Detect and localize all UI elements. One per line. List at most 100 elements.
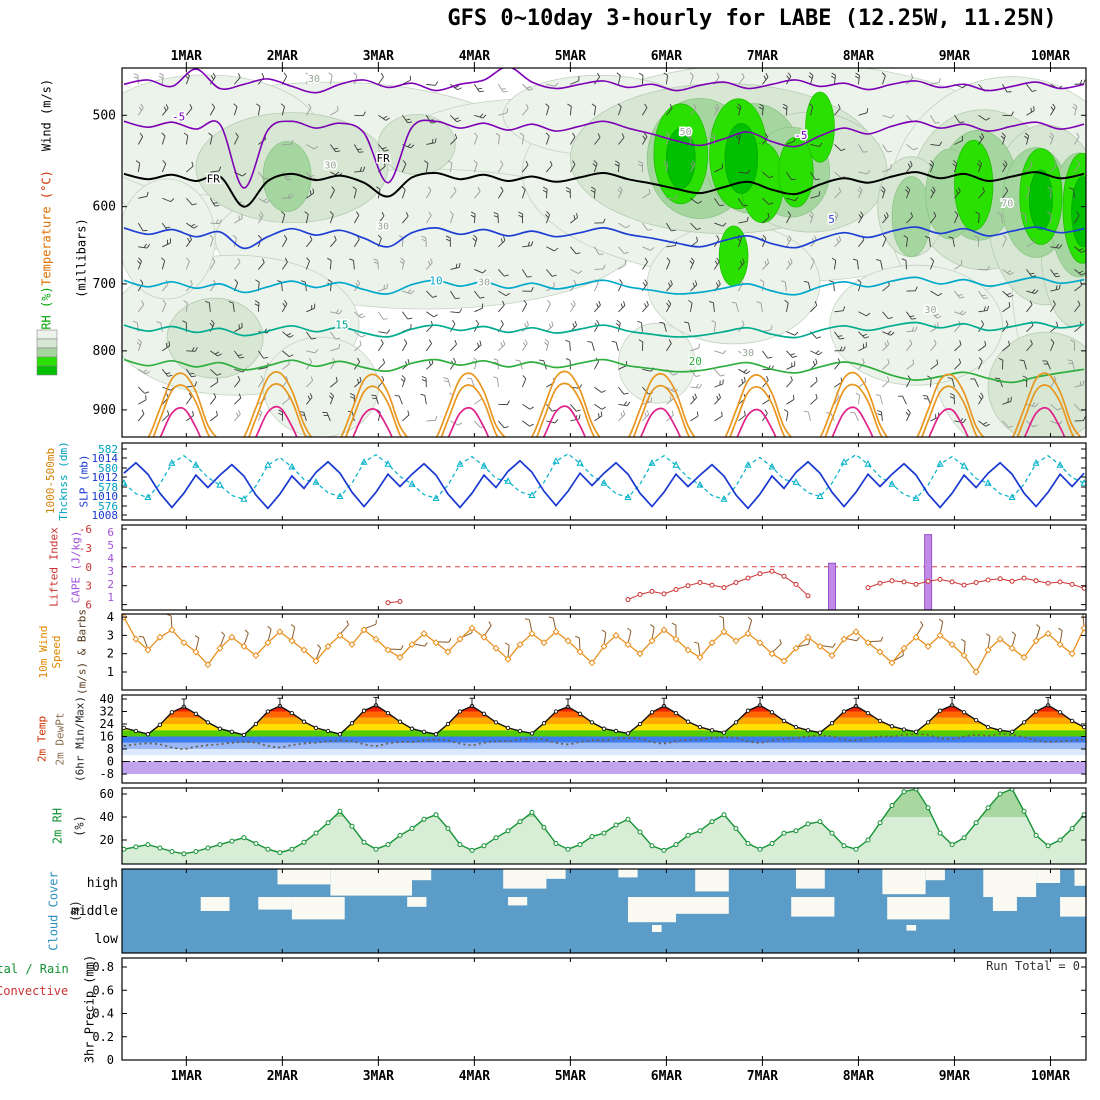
precip-tick: 0.8 [92,960,114,974]
run-total-text: Run Total = 0 [986,959,1080,973]
date-label-top: 2MAR [267,49,298,64]
precip-convective-label: Convective [0,984,69,998]
date-label-top: 10MAR [1031,49,1070,64]
slp-tick: 1012 [92,471,119,484]
t2m-axis-label: 2m Temp [35,715,49,763]
cloud-patch [983,869,1037,897]
temp-tick: 16 [100,730,114,744]
pressure-tick: 700 [93,277,116,292]
cape-tick: 6 [107,526,114,539]
thickness-tick: 576 [98,500,118,513]
contour-label: 20 [689,355,702,368]
date-label-top: 8MAR [843,49,874,64]
temp-tick: 0 [107,755,114,769]
rh-contour-label: 30 [377,222,389,233]
rh-axis-label: RH (%) [39,286,54,330]
precip-tick: 0 [107,1053,114,1067]
isotherm-plus25b [152,382,1075,437]
temp-tick: 8 [107,742,114,756]
cloud-unit-label: (%) [68,900,83,922]
cloud-patch [503,869,547,889]
cloud-patch [618,869,638,878]
cloud-patch [200,897,230,911]
cloud-patch [508,897,528,906]
pressure-tick: 900 [93,403,116,418]
isotherm-minus5 [123,119,1085,189]
precip-total-label: Total / Rain [0,962,69,976]
lifted-index-axis-label: Lifted Index [47,527,61,607]
rh-contour-label: 30 [742,348,754,359]
isotherm-plus25 [147,370,1082,437]
cloud-patch [676,897,729,914]
slp-tick: 1014 [92,452,119,465]
isotherm-plus10 [123,276,1085,296]
cloud-patch [1074,869,1086,886]
panel-upper-air: 30 30 30 30 50 30 30 70 -5 -5 FR FR 5 10 15 20 [122,68,1086,437]
thickness-tick: 582 [98,443,118,456]
date-label-top: 9MAR [939,49,970,64]
cloud-patch [1060,897,1086,917]
wind-tick: 2 [107,647,114,661]
cloud-patch [887,897,950,920]
contour-label: 10 [429,275,442,288]
rh-contour-label: 30 [308,74,320,85]
cloud-patch [992,897,1017,911]
li-tick: -6 [79,523,92,536]
rh-contour-label: 30 [324,160,336,171]
dewpt-axis-label: 2m DewPt [53,712,67,766]
date-label-bottom: 5MAR [555,1069,586,1084]
cape-tick: 3 [107,565,114,578]
wind10m-axis-label: 10m Wind Speed [37,625,63,679]
cape-tick: 2 [107,578,114,591]
date-label-bottom: 10MAR [1031,1069,1070,1084]
slp-axis-label: SLP (mb) [77,454,91,508]
rh-colorbar [36,329,58,376]
temp-tick: 32 [100,705,114,719]
temp-bands [122,705,1086,783]
precip-tick: 0.4 [92,1007,114,1021]
cloud-patch [258,897,292,910]
cape-tick: 4 [107,552,114,565]
isotherm-plus30 [159,405,1066,437]
pressure-tick: 800 [93,344,116,359]
pressure-tick: 600 [93,200,116,215]
date-label-top: 1MAR [171,49,202,64]
li-tick: 3 [85,580,92,593]
li-tick: 6 [85,599,92,612]
cloud-patch [791,897,835,917]
date-label-bottom: 9MAR [939,1069,970,1084]
li-tick: -3 [79,542,92,555]
temperature-axis-label: Temperature (°C) [39,170,54,286]
panel-cloud-cover [122,869,1086,953]
cloud-patch [1036,869,1061,883]
rh-shading-level-4 [665,123,1086,247]
lifted-index-line [387,570,1085,604]
cloud-patch [412,869,432,881]
rh-tick: 40 [100,810,114,824]
cape-tick: 1 [107,591,114,604]
li-tick: 0 [85,561,92,574]
date-label-bottom: 1MAR [171,1069,202,1084]
dewpoint-line [123,733,1085,750]
temp-tick: 40 [100,692,114,706]
rh-contour-label: 30 [924,305,936,316]
rh-contour-label: 30 [478,277,490,288]
precip-tick: 0.2 [92,1030,114,1044]
contour-label: 5 [828,213,835,226]
millibars-axis-label: (millibars) [74,218,89,298]
minmax-axis-label: (6hr Min/Max) [73,695,87,783]
isotherm-freezing [123,171,1085,208]
cloud-patch [330,869,412,896]
isotherm-plus15 [123,321,1085,339]
cloud-row-label: middle [71,904,118,919]
temp-tick: -8 [100,767,114,781]
cloud-patch [695,869,729,892]
isotherm-plus5 [123,226,1085,250]
date-label-bottom: 6MAR [651,1069,682,1084]
cloud-patch [277,869,331,885]
cape-bar [924,534,933,610]
cloud-row-label: low [95,932,119,947]
wind-axis-label: Wind (m/s) [39,78,54,152]
